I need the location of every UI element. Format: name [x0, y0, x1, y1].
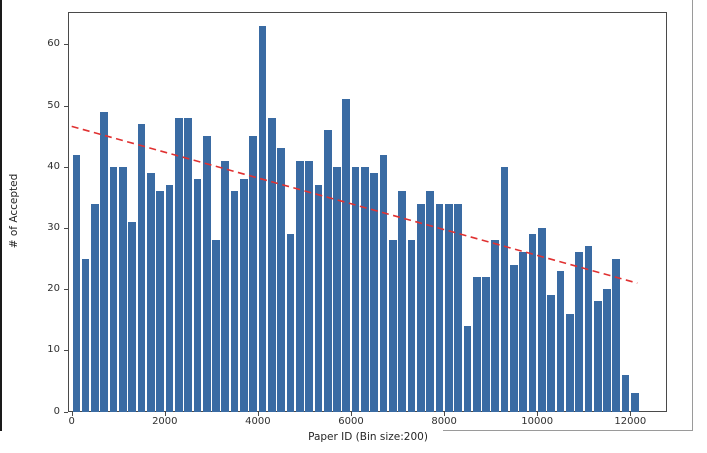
bar-bin-1400	[137, 123, 146, 412]
bar-bin-7800	[435, 203, 444, 412]
bar-bin-400	[91, 203, 99, 412]
bar-bin-12000	[631, 393, 639, 412]
bar-bin-8800	[482, 276, 490, 412]
bar-bin-3400	[230, 191, 239, 412]
bar-bin-1200	[128, 221, 137, 412]
y-tick-label-10: 10	[47, 344, 60, 356]
bar-bin-8200	[454, 203, 462, 412]
bar-bin-8600	[472, 276, 481, 412]
bar-bin-600	[100, 111, 109, 412]
y-axis-label: # of Accepted	[8, 173, 20, 249]
bar-bin-11800	[621, 374, 630, 412]
window-edge-bottom	[443, 430, 693, 431]
y-tick-label-60: 60	[47, 38, 60, 50]
x-tick-label-2000: 2000	[152, 416, 178, 427]
bar-bin-6000	[351, 166, 360, 412]
x-tick-mark-8000	[444, 412, 446, 416]
y-tick-mark-10	[64, 350, 68, 352]
y-tick-label-0: 0	[53, 405, 60, 417]
bar-bin-7200	[407, 240, 416, 412]
bar-bin-10800	[575, 252, 583, 412]
bar-bin-9000	[491, 240, 500, 412]
bar-bin-4600	[286, 234, 295, 412]
x-tick-label-8000: 8000	[431, 416, 457, 427]
bar-bin-8000	[444, 203, 453, 412]
bar-bin-1800	[156, 191, 164, 412]
bar-bin-3600	[240, 179, 248, 412]
bar-bin-0	[72, 154, 81, 412]
bar-bin-8400	[463, 325, 472, 412]
bar-bin-3200	[221, 160, 230, 412]
window-edge-right	[692, 0, 693, 431]
bar-bin-3000	[212, 240, 220, 412]
x-tick-mark-6000	[351, 412, 352, 416]
bar-bin-6400	[370, 172, 379, 412]
bar-bin-10600	[565, 313, 574, 412]
y-tick-mark-50	[64, 105, 68, 107]
bar-bin-4800	[295, 160, 304, 412]
bar-bin-10400	[556, 270, 565, 412]
bar-bin-1600	[146, 172, 155, 412]
bar-bin-9800	[528, 234, 537, 412]
bar-bin-11400	[603, 289, 611, 412]
x-tick-label-12000: 12000	[614, 416, 647, 427]
y-tick-label-40: 40	[47, 160, 60, 172]
bar-bin-4000	[258, 25, 267, 412]
y-tick-mark-0	[64, 411, 68, 413]
bar-bin-7000	[398, 191, 407, 412]
bar-bin-5200	[314, 185, 323, 412]
x-tick-mark-0	[71, 412, 73, 416]
y-tick-label-30: 30	[47, 222, 60, 233]
y-tick-mark-30	[64, 228, 68, 229]
x-tick-mark-2000	[164, 412, 166, 416]
bar-bin-2800	[202, 136, 211, 412]
bar-bin-3800	[249, 136, 258, 412]
bar-bin-2400	[184, 117, 192, 412]
y-tick-label-50: 50	[47, 99, 60, 111]
bar-bin-5600	[333, 166, 341, 412]
bar-bin-9200	[500, 166, 509, 412]
bar-bin-2200	[174, 117, 183, 412]
x-tick-label-0: 0	[68, 416, 75, 427]
bar-bin-4400	[277, 148, 285, 412]
bar-bin-9400	[510, 264, 518, 412]
y-tick-label-20: 20	[47, 283, 60, 295]
x-tick-label-10000: 10000	[521, 416, 554, 427]
bar-bin-6600	[379, 154, 388, 412]
bar-bin-5800	[342, 99, 351, 412]
bar-bin-6200	[361, 166, 369, 412]
bar-bin-11200	[593, 301, 602, 412]
x-tick-mark-10000	[537, 412, 539, 416]
x-tick-label-6000: 6000	[338, 416, 364, 427]
bar-bin-5400	[323, 130, 332, 412]
window-edge-left	[0, 0, 2, 431]
bar-bin-800	[109, 166, 118, 412]
bar-bin-1000	[119, 166, 127, 412]
y-tick-mark-20	[64, 289, 68, 291]
bar-bin-7400	[416, 203, 425, 412]
y-tick-mark-60	[64, 44, 68, 46]
bar-bin-11000	[584, 246, 593, 412]
x-tick-mark-4000	[257, 412, 259, 416]
x-axis-label: Paper ID (Bin size:200)	[308, 431, 428, 443]
bar-bin-9600	[519, 252, 528, 412]
bar-bin-11600	[612, 258, 621, 412]
bar-bin-2000	[165, 185, 174, 412]
bar-bin-10200	[547, 295, 555, 412]
bar-bin-10000	[538, 228, 546, 412]
bar-bin-7600	[426, 191, 434, 412]
y-tick-mark-40	[64, 166, 68, 168]
x-tick-label-4000: 4000	[245, 416, 271, 427]
bar-bin-6800	[389, 240, 397, 412]
bar-bin-2600	[193, 179, 202, 412]
x-tick-mark-12000	[630, 412, 632, 416]
bar-bin-5000	[305, 160, 313, 412]
bar-bin-4200	[268, 117, 276, 412]
bar-bin-200	[81, 258, 90, 412]
